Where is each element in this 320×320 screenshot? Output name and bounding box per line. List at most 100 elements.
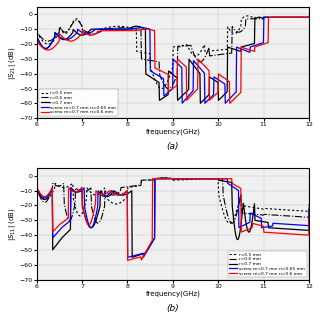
screw re=0.7 mm ri=0.65 mm [299, 15, 303, 19]
r=0.6 mm [35, 180, 38, 184]
r=0.7 mm [249, 43, 253, 46]
r=0.7 mm [307, 14, 311, 18]
r=0.7 mm [130, 255, 134, 259]
r=0.6 mm [307, 205, 311, 209]
r=0.6 mm [167, 177, 171, 181]
Line: r=0.5 mm: r=0.5 mm [36, 16, 309, 89]
r=0.5 mm [307, 15, 311, 19]
screw re=0.7 mm ri=0.6 mm [299, 15, 303, 19]
screw re=0.7 mm ri=0.6 mm [307, 14, 311, 18]
X-axis label: frequency(GHz): frequency(GHz) [145, 290, 200, 297]
r=0.6 mm [249, 17, 253, 21]
screw re=0.7 mm ri=0.6 mm [250, 226, 253, 230]
r=0.7 mm [167, 176, 171, 180]
r=0.7 mm [167, 69, 171, 73]
r=0.7 mm [162, 176, 166, 180]
Text: (b): (b) [166, 304, 179, 313]
Line: screw re=0.7 mm ri=0.6 mm: screw re=0.7 mm ri=0.6 mm [36, 16, 309, 103]
Legend: r=0.5 mm, r=0.6 mm, r=0.7 mm, screw re=0.7 mm ri=0.65 mm, screw re=0.7 mm ri=0.6: r=0.5 mm, r=0.6 mm, r=0.7 mm, screw re=0… [39, 89, 118, 116]
screw re=0.7 mm ri=0.6 mm [167, 89, 171, 93]
r=0.5 mm [167, 176, 171, 180]
r=0.6 mm [307, 15, 311, 19]
screw re=0.7 mm ri=0.65 mm [300, 223, 303, 227]
r=0.5 mm [160, 87, 164, 91]
Text: (a): (a) [167, 142, 179, 151]
screw re=0.7 mm ri=0.6 mm [160, 69, 164, 73]
screw re=0.7 mm ri=0.65 mm [49, 43, 52, 46]
r=0.5 mm [35, 21, 38, 25]
screw re=0.7 mm ri=0.6 mm [249, 49, 253, 52]
r=0.6 mm [35, 21, 38, 25]
r=0.6 mm [230, 221, 234, 225]
screw re=0.7 mm ri=0.65 mm [126, 255, 130, 259]
r=0.5 mm [167, 75, 171, 79]
screw re=0.7 mm ri=0.6 mm [49, 48, 52, 52]
screw re=0.7 mm ri=0.6 mm [49, 189, 52, 193]
r=0.5 mm [250, 205, 253, 209]
r=0.5 mm [300, 209, 303, 213]
r=0.7 mm [300, 228, 303, 232]
screw re=0.7 mm ri=0.6 mm [167, 177, 171, 181]
screw re=0.7 mm ri=0.65 mm [300, 15, 303, 19]
screw re=0.7 mm ri=0.6 mm [300, 233, 303, 236]
screw re=0.7 mm ri=0.65 mm [300, 223, 303, 227]
screw re=0.7 mm ri=0.65 mm [160, 76, 164, 80]
r=0.7 mm [160, 97, 164, 101]
screw re=0.7 mm ri=0.6 mm [300, 233, 303, 236]
r=0.5 mm [300, 209, 303, 213]
screw re=0.7 mm ri=0.6 mm [228, 101, 232, 105]
Line: screw re=0.7 mm ri=0.6 mm: screw re=0.7 mm ri=0.6 mm [36, 179, 309, 260]
r=0.7 mm [35, 182, 38, 186]
r=0.6 mm [49, 192, 52, 196]
screw re=0.7 mm ri=0.65 mm [49, 190, 52, 194]
r=0.7 mm [49, 43, 52, 46]
r=0.6 mm [250, 212, 253, 216]
Line: r=0.5 mm: r=0.5 mm [36, 178, 309, 223]
screw re=0.7 mm ri=0.6 mm [126, 259, 130, 262]
Line: r=0.6 mm: r=0.6 mm [36, 179, 309, 223]
Line: r=0.7 mm: r=0.7 mm [36, 178, 309, 257]
r=0.7 mm [307, 210, 311, 214]
r=0.7 mm [250, 223, 253, 227]
r=0.7 mm [198, 101, 202, 105]
Legend: r=0.5 mm, r=0.6 mm, r=0.7 mm, screw re=0.7 mm ri=0.65 mm, screw re=0.7 mm ri=0.6: r=0.5 mm, r=0.6 mm, r=0.7 mm, screw re=0… [228, 251, 307, 277]
r=0.6 mm [160, 177, 164, 181]
r=0.7 mm [299, 15, 303, 19]
screw re=0.7 mm ri=0.65 mm [167, 90, 171, 93]
r=0.7 mm [300, 15, 303, 19]
r=0.6 mm [299, 15, 303, 19]
screw re=0.7 mm ri=0.65 mm [307, 207, 311, 211]
r=0.7 mm [300, 228, 303, 232]
screw re=0.7 mm ri=0.65 mm [35, 28, 38, 31]
r=0.5 mm [49, 194, 52, 198]
Line: r=0.7 mm: r=0.7 mm [36, 16, 309, 103]
r=0.5 mm [246, 14, 250, 18]
r=0.5 mm [160, 176, 164, 180]
Y-axis label: $|S_{11}|$ (dB): $|S_{11}|$ (dB) [7, 207, 18, 241]
screw re=0.7 mm ri=0.6 mm [35, 30, 38, 34]
Y-axis label: $|S_{21}|$ (dB): $|S_{21}|$ (dB) [7, 46, 18, 80]
screw re=0.7 mm ri=0.6 mm [160, 177, 164, 181]
r=0.5 mm [300, 15, 303, 19]
r=0.5 mm [307, 201, 311, 204]
screw re=0.7 mm ri=0.65 mm [153, 177, 157, 181]
screw re=0.7 mm ri=0.65 mm [249, 45, 253, 49]
Line: r=0.6 mm: r=0.6 mm [36, 17, 309, 89]
X-axis label: frequency(GHz): frequency(GHz) [145, 129, 200, 135]
r=0.7 mm [160, 176, 164, 180]
r=0.5 mm [49, 42, 52, 45]
screw re=0.7 mm ri=0.65 mm [160, 177, 164, 181]
r=0.6 mm [300, 15, 303, 19]
Line: screw re=0.7 mm ri=0.65 mm: screw re=0.7 mm ri=0.65 mm [36, 179, 309, 257]
r=0.6 mm [300, 215, 303, 219]
r=0.7 mm [35, 28, 38, 31]
r=0.5 mm [300, 15, 303, 19]
r=0.6 mm [166, 87, 170, 91]
screw re=0.7 mm ri=0.65 mm [167, 177, 171, 181]
r=0.6 mm [153, 177, 157, 181]
r=0.6 mm [49, 39, 52, 43]
screw re=0.7 mm ri=0.6 mm [35, 182, 38, 186]
screw re=0.7 mm ri=0.65 mm [35, 182, 38, 186]
r=0.6 mm [167, 86, 171, 90]
screw re=0.7 mm ri=0.6 mm [151, 177, 155, 181]
